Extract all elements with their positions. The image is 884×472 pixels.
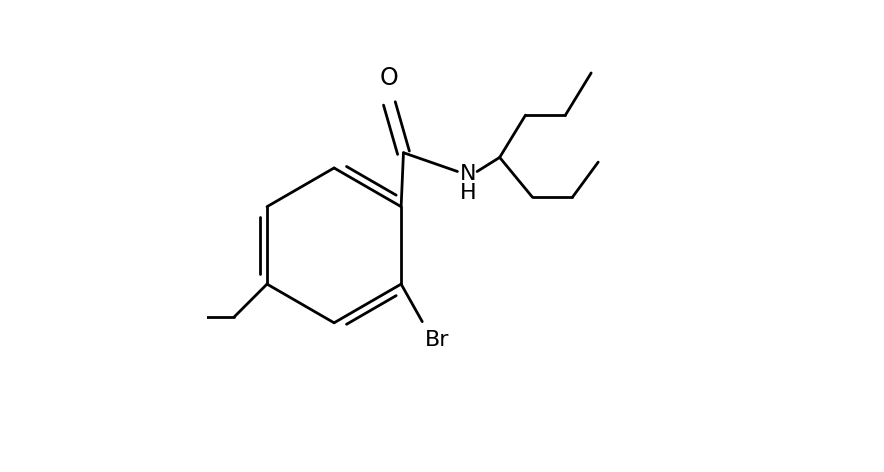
Text: H: H [460, 183, 476, 202]
Text: N: N [460, 164, 476, 184]
Text: O: O [380, 66, 399, 90]
Text: Br: Br [424, 330, 449, 350]
